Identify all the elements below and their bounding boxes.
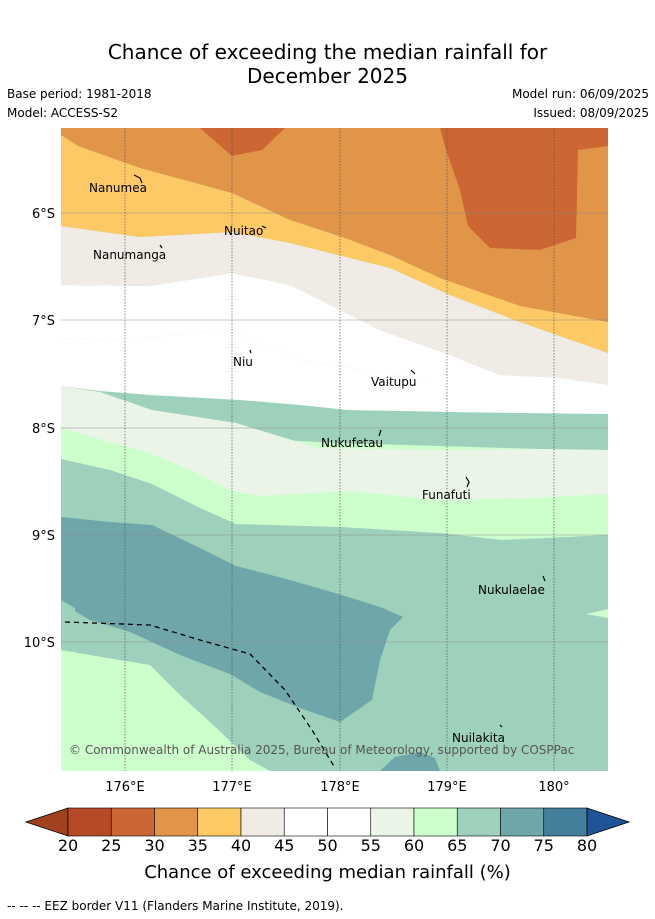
graticule — [61, 128, 608, 771]
model-name: Model: ACCESS-S2 — [7, 106, 119, 120]
colorbar-tick-label: 75 — [533, 836, 554, 855]
title-line-2: December 2025 — [247, 64, 408, 88]
title-line-1: Chance of exceeding the median rainfall … — [107, 40, 548, 64]
latitude-labels: 6°S 7°S 8°S 9°S 10°S — [24, 207, 55, 651]
colorbar-tick-label: 70 — [490, 836, 511, 855]
lon-label: 179°E — [427, 780, 467, 795]
colorbar-segment — [283, 807, 328, 837]
island-shapes — [133, 174, 546, 728]
place-nanumea: Nanumea — [89, 181, 147, 195]
colorbar-segment — [413, 807, 458, 837]
lon-label: 178°E — [320, 780, 360, 795]
colorbar-label: Chance of exceeding median rainfall (%) — [144, 862, 511, 883]
issued-date: Issued: 08/09/2025 — [533, 106, 649, 120]
place-labels: Nanumea Nuitao Nanumanga Niu Vaitupu Nuk… — [89, 181, 545, 745]
colorbar-tick-label: 60 — [403, 836, 425, 855]
colorbar-segment — [240, 807, 285, 837]
colorbar-tick-label: 50 — [317, 836, 338, 855]
colorbar-tick-label: 25 — [101, 836, 122, 855]
colorbar-tick-label: 65 — [447, 836, 468, 855]
lat-label: 7°S — [32, 314, 55, 329]
place-nuitao: Nuitao — [224, 224, 263, 238]
place-nukulaelae: Nukulaelae — [478, 583, 545, 597]
colorbar-segment — [456, 807, 501, 837]
colorbar-segment — [543, 807, 588, 837]
lon-label: 180° — [538, 780, 569, 795]
colorbar-segment — [197, 807, 242, 837]
model-run: Model run: 06/09/2025 — [511, 87, 649, 101]
lat-label: 9°S — [32, 529, 55, 544]
colorbar — [24, 807, 631, 837]
place-nuilakita: Nuilakita — [452, 731, 505, 745]
lat-label: 6°S — [32, 207, 55, 222]
lon-label: 177°E — [212, 780, 252, 795]
colorbar-over-arrow — [586, 807, 631, 837]
colorbar-tick-label: 80 — [576, 836, 598, 855]
lat-label: 10°S — [24, 636, 55, 651]
colorbar-segment — [67, 807, 112, 837]
colorbar-segment — [110, 807, 155, 837]
lat-label: 8°S — [32, 422, 55, 437]
colorbar-tick-label: 45 — [274, 836, 295, 855]
colorbar-tick-label: 55 — [360, 836, 381, 855]
eez-footnote: -- -- -- EEZ border V11 (Flanders Marine… — [7, 899, 344, 913]
base-period: Base period: 1981-2018 — [7, 87, 152, 101]
place-nanumanga: Nanumanga — [93, 248, 166, 262]
colorbar-under-arrow — [24, 807, 69, 837]
place-vaitupu: Vaitupu — [371, 375, 417, 389]
colorbar-segment — [370, 807, 415, 837]
place-funafuti: Funafuti — [422, 488, 471, 502]
place-nukufetau: Nukufetau — [321, 436, 383, 450]
lon-label: 176°E — [105, 780, 145, 795]
colorbar-tick-label: 35 — [187, 836, 208, 855]
map-title: Chance of exceeding the median rainfall … — [0, 40, 655, 88]
longitude-labels: 176°E 177°E 178°E 179°E 180° — [105, 780, 569, 795]
place-niu: Niu — [233, 355, 253, 369]
colorbar-tick-label: 20 — [57, 836, 79, 855]
colorbar-tick-label: 30 — [144, 836, 165, 855]
colorbar-segment — [500, 807, 545, 837]
copyright-notice: © Commonwealth of Australia 2025, Bureau… — [69, 743, 574, 757]
eez-border — [64, 621, 336, 769]
colorbar-segment — [327, 807, 372, 837]
colorbar-segment — [154, 807, 199, 837]
probability-contours — [61, 128, 608, 771]
colorbar-tick-label: 40 — [230, 836, 252, 855]
